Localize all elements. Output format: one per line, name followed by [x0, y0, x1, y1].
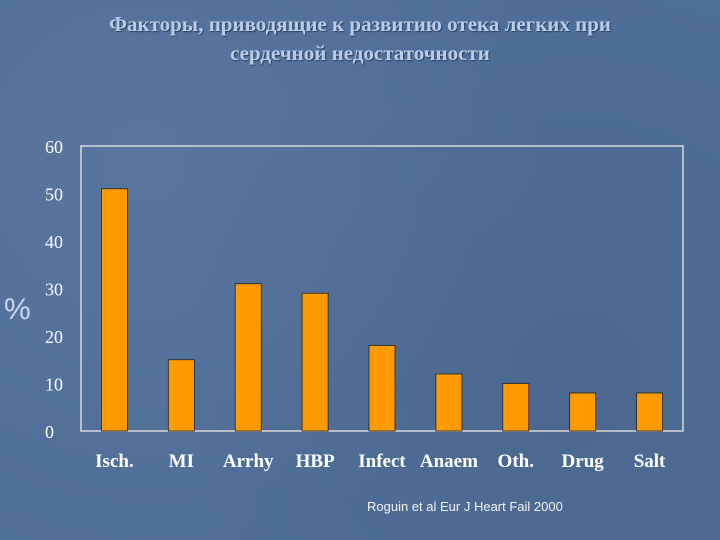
- bar: [368, 345, 396, 432]
- y-tick-label: 20: [45, 327, 63, 347]
- slide-title-line-2: сердечной недостаточности: [230, 41, 490, 65]
- y-tick-label: 40: [45, 232, 63, 252]
- x-tick-label: Oth.: [498, 451, 534, 472]
- bar: [301, 292, 329, 432]
- y-tick-label: 0: [45, 422, 54, 442]
- x-tick-label: HBP: [296, 451, 335, 472]
- x-tick-label: Arrhy: [223, 451, 274, 472]
- bar: [167, 359, 195, 432]
- y-tick-label: 30: [45, 280, 63, 300]
- x-tick-label: Infect: [358, 451, 406, 472]
- x-tick-label: Anaem: [420, 451, 478, 472]
- bar: [636, 392, 663, 432]
- bar: [435, 373, 463, 432]
- x-tick-label: Salt: [634, 451, 666, 472]
- bar: [569, 392, 597, 432]
- y-tick-label: 10: [45, 375, 63, 395]
- x-tick-label: Drug: [562, 451, 605, 472]
- bar: [234, 283, 262, 432]
- source-citation: Roguin et al Eur J Heart Fail 2000: [367, 499, 563, 514]
- bar: [502, 383, 530, 432]
- x-tick-label: MI: [169, 451, 194, 472]
- bar: [101, 188, 128, 432]
- slide-title-line-1: Факторы, приводящие к развитию отека лег…: [108, 12, 612, 36]
- y-tick-label: 60: [45, 137, 63, 157]
- y-axis-label: %: [4, 293, 31, 326]
- x-tick-label: Isch.: [95, 451, 134, 472]
- slide-title: Факторы, приводящие к развитию отека лег…: [40, 10, 680, 68]
- y-tick-label: 50: [45, 185, 63, 205]
